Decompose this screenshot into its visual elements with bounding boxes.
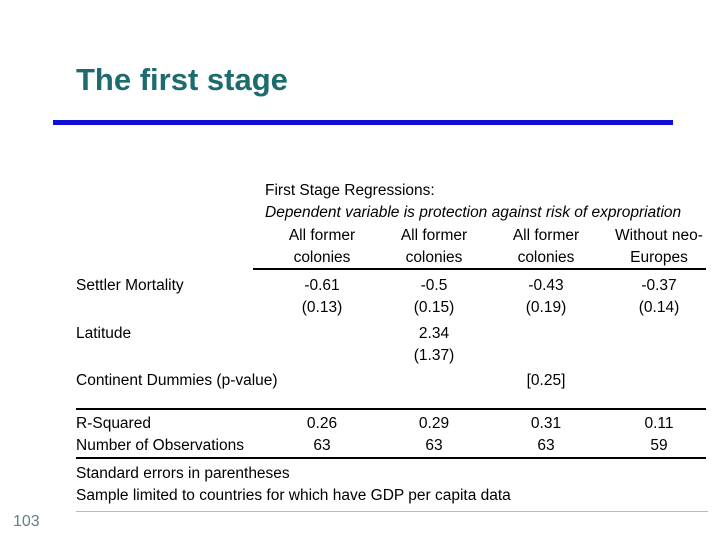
cell-value: 63 (313, 437, 331, 454)
cell-value: (0.14) (638, 299, 680, 316)
cell-value: 0.29 (418, 415, 450, 432)
cell-value: 63 (425, 437, 443, 454)
cell-value: -0.43 (528, 277, 564, 294)
table-row: Latitude 2.34 (76, 324, 716, 344)
table-subheading: Dependent variable is protection against… (265, 204, 682, 221)
cell-value (266, 346, 378, 366)
cell-value (490, 346, 602, 366)
cell-value: (0.15) (413, 299, 455, 316)
table-heading: First Stage Regressions: (265, 182, 435, 199)
cell-value (378, 371, 490, 391)
row-label (76, 298, 266, 318)
table-row: Number of Observations 63 63 63 59 (76, 436, 716, 456)
cell-value (602, 324, 716, 344)
table-row: R-Squared 0.26 0.29 0.31 0.11 (76, 414, 716, 434)
column-header: All former colonies (288, 227, 356, 266)
cell-value (602, 346, 716, 366)
row-label: Number of Observations (76, 437, 244, 454)
title-underline (53, 120, 673, 125)
table-row: (1.37) (76, 346, 716, 366)
cell-value: 59 (650, 437, 668, 454)
row-label: R-Squared (76, 415, 151, 432)
table-note: Sample limited to countries for which ha… (76, 487, 511, 504)
cell-value: [0.25] (526, 372, 566, 389)
table-header-rule (253, 268, 706, 270)
cell-value: 2.34 (418, 325, 450, 342)
cell-value: (0.19) (525, 299, 567, 316)
cell-value: -0.5 (420, 277, 448, 294)
page-title: The first stage (76, 62, 288, 97)
table-row: Settler Mortality -0.61 -0.5 -0.43 -0.37 (76, 276, 716, 296)
column-header: All former colonies (400, 227, 468, 266)
cell-value: 0.31 (530, 415, 562, 432)
table-row: Continent Dummies (p-value) [0.25] (76, 371, 716, 391)
column-header: Without neo- Europes (615, 227, 703, 266)
cell-value: 63 (537, 437, 555, 454)
table-mid-rule (76, 408, 706, 410)
cell-value: 0.11 (644, 415, 674, 432)
regression-table: First Stage Regressions: Dependent varia… (76, 181, 716, 521)
row-label (76, 346, 266, 366)
cell-value (266, 324, 378, 344)
row-label: Latitude (76, 325, 132, 342)
cell-value (602, 371, 716, 391)
cell-value: 0.26 (306, 415, 338, 432)
table-note: Standard errors in parentheses (76, 465, 290, 482)
cell-value: -0.37 (641, 277, 677, 294)
page-number: 103 (13, 513, 40, 530)
table-bottom-rule (76, 457, 706, 459)
table-row: (0.13) (0.15) (0.19) (0.14) (76, 298, 716, 318)
table-column-headers: All former colonies All former colonies … (266, 225, 716, 269)
cell-value: -0.61 (304, 277, 340, 294)
row-label: Continent Dummies (p-value) (76, 372, 278, 389)
cell-value (266, 371, 378, 391)
cell-value: (1.37) (413, 347, 455, 364)
cell-value (490, 324, 602, 344)
cell-value: (0.13) (301, 299, 343, 316)
column-header: All former colonies (512, 227, 580, 266)
table-image-bottom-edge (76, 511, 708, 512)
row-label: Settler Mortality (76, 277, 184, 294)
